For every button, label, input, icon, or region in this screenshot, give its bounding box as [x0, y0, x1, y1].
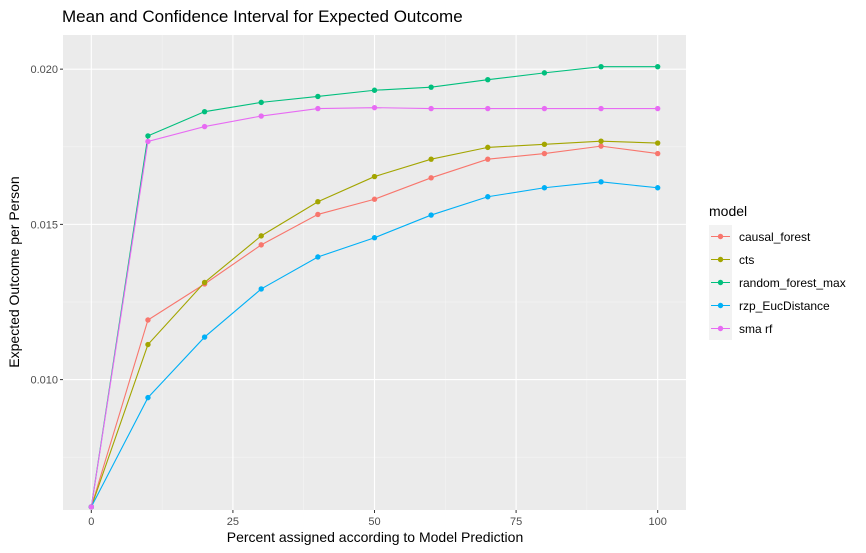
point-sma-rf	[88, 504, 95, 510]
y-axis: 0.010 0.015 0.020	[30, 64, 63, 387]
point-rzp-eucdistance	[371, 235, 378, 241]
point-cts	[315, 199, 321, 205]
legend-key-point	[717, 279, 724, 286]
point-random-forest-max	[428, 84, 434, 90]
point-causal-forest	[428, 175, 434, 181]
point-cts	[485, 144, 491, 151]
point-cts	[371, 173, 378, 180]
point-causal-forest	[654, 150, 661, 157]
point-random-forest-max	[371, 87, 378, 93]
legend-title: model	[709, 203, 747, 219]
y-tick-label: 0.020	[30, 64, 58, 76]
y-tick-label: 0.015	[30, 219, 58, 231]
legend-key-point	[717, 325, 724, 332]
x-tick-label: 0	[88, 516, 94, 528]
chart-title: Mean and Confidence Interval for Expecte…	[62, 7, 463, 26]
point-sma-rf	[541, 105, 548, 112]
point-cts	[428, 156, 434, 162]
point-sma-rf	[145, 138, 151, 145]
point-sma-rf	[485, 105, 491, 112]
x-tick-label: 25	[227, 516, 239, 528]
legend-label: cts	[739, 253, 754, 267]
legend-label: causal_forest	[739, 230, 811, 244]
point-cts	[145, 341, 151, 348]
point-causal-forest	[598, 143, 604, 149]
point-sma-rf	[428, 105, 434, 112]
point-causal-forest	[371, 196, 378, 202]
legend-key-point	[717, 256, 724, 263]
point-rzp-eucdistance	[258, 286, 264, 292]
legend-item-rzp-eucdistance: rzp_EucDistance	[709, 294, 830, 317]
point-random-forest-max	[145, 133, 151, 139]
y-tick-label: 0.010	[30, 375, 58, 387]
x-tick-label: 75	[510, 516, 522, 528]
point-rzp-eucdistance	[541, 185, 548, 191]
point-causal-forest	[145, 317, 151, 323]
legend-item-random-forest-max: random_forest_max	[709, 271, 846, 294]
y-axis-title: Expected Outcome per Person	[6, 176, 22, 367]
point-random-forest-max	[598, 63, 604, 70]
legend-key-point	[717, 233, 724, 240]
point-random-forest-max	[315, 93, 321, 100]
point-sma-rf	[598, 105, 604, 112]
point-random-forest-max	[258, 99, 264, 106]
x-tick-label: 50	[368, 516, 380, 528]
point-rzp-eucdistance	[428, 212, 434, 218]
point-sma-rf	[371, 104, 378, 111]
x-axis-title: Percent assigned according to Model Pred…	[227, 529, 524, 545]
point-rzp-eucdistance	[315, 254, 321, 260]
grid-major	[63, 35, 686, 510]
point-rzp-eucdistance	[201, 334, 208, 340]
point-sma-rf	[315, 105, 321, 112]
legend-item-cts: cts	[709, 248, 754, 271]
point-causal-forest	[485, 156, 491, 162]
point-random-forest-max	[201, 108, 208, 115]
point-random-forest-max	[541, 70, 548, 76]
legend-item-causal-forest: causal_forest	[709, 225, 811, 248]
series-points	[88, 63, 661, 510]
legend-label: random_forest_max	[739, 276, 846, 290]
point-rzp-eucdistance	[654, 185, 661, 191]
point-causal-forest	[541, 150, 548, 157]
point-rzp-eucdistance	[485, 194, 491, 200]
point-sma-rf	[258, 113, 264, 119]
point-random-forest-max	[654, 63, 661, 70]
point-causal-forest	[258, 242, 264, 248]
legend-key-point	[717, 302, 724, 309]
point-sma-rf	[654, 105, 661, 112]
point-rzp-eucdistance	[145, 394, 151, 401]
point-causal-forest	[315, 211, 321, 218]
point-cts	[598, 138, 604, 144]
point-sma-rf	[201, 123, 208, 130]
x-tick-label: 100	[649, 516, 667, 528]
legend-item-sma-rf: sma rf	[709, 317, 773, 340]
legend-label: rzp_EucDistance	[739, 299, 830, 313]
point-random-forest-max	[485, 77, 491, 83]
point-cts	[541, 141, 548, 147]
x-axis: 0 25 50 75 100	[88, 510, 667, 528]
point-cts	[654, 140, 661, 146]
point-rzp-eucdistance	[598, 179, 604, 185]
point-cts	[201, 279, 208, 286]
legend-label: sma rf	[739, 322, 773, 336]
point-cts	[258, 233, 264, 239]
